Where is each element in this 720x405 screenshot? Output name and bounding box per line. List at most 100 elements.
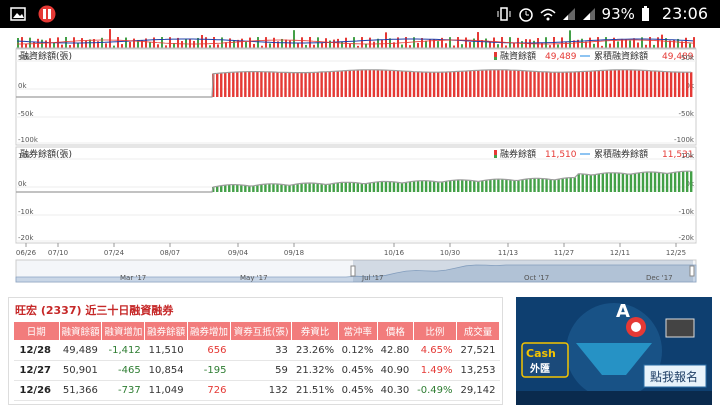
table-cell-volume: 29,142 bbox=[456, 380, 500, 401]
margin-bar bbox=[677, 72, 681, 97]
navigator-left-handle[interactable] bbox=[350, 265, 356, 277]
short-bar bbox=[224, 185, 227, 192]
volume-bar bbox=[609, 43, 611, 48]
column-header: 日期 bbox=[13, 321, 60, 341]
volume-bar bbox=[409, 45, 411, 48]
margin-bar bbox=[561, 72, 564, 97]
short-bar bbox=[661, 172, 665, 192]
margin-chart[interactable]: 融資餘額(張) 融資餘額 49,489 累積融資餘額 49,489 50k 50k… bbox=[0, 28, 720, 290]
volume-bar bbox=[193, 40, 195, 48]
margin-bar bbox=[396, 70, 400, 97]
advertisement-banner[interactable]: A Cash 外匯 點我報名 bbox=[516, 297, 712, 405]
table-cell-date: 12/26 bbox=[13, 380, 60, 401]
short-bar bbox=[236, 184, 239, 192]
volume-bar bbox=[653, 44, 655, 48]
column-header: 融資餘額 bbox=[58, 321, 103, 341]
volume-bar bbox=[433, 39, 435, 48]
volume-bar bbox=[201, 35, 203, 48]
short-bar bbox=[505, 179, 508, 192]
margin-bar bbox=[553, 72, 556, 97]
margin-bar bbox=[477, 70, 480, 97]
margin-bar bbox=[453, 71, 456, 97]
volume-bar bbox=[197, 37, 199, 48]
margin-bar bbox=[485, 69, 488, 97]
short-bar bbox=[324, 184, 327, 192]
margin-bar bbox=[284, 72, 287, 97]
short-bar bbox=[444, 181, 448, 192]
short-bar bbox=[256, 185, 259, 192]
table-cell-date: 12/27 bbox=[13, 360, 60, 381]
short-bar bbox=[272, 183, 275, 192]
volume-bar bbox=[85, 40, 87, 48]
volume-bar bbox=[521, 41, 523, 48]
navigator-selection[interactable] bbox=[353, 260, 693, 282]
margin-bar bbox=[569, 72, 572, 97]
short-bar bbox=[513, 180, 516, 192]
short-bar bbox=[344, 182, 347, 192]
margin-bar bbox=[436, 72, 440, 97]
margin-bar bbox=[597, 70, 601, 97]
short-bar bbox=[637, 172, 641, 192]
volume-bar bbox=[477, 32, 479, 48]
column-header: 融券餘額 bbox=[144, 321, 189, 341]
clock: 23:06 bbox=[661, 4, 708, 23]
volume-bar bbox=[349, 43, 351, 48]
volume-bar bbox=[681, 41, 683, 48]
volume-bar bbox=[541, 42, 543, 48]
table-cell-short-change: 656 bbox=[187, 340, 231, 361]
short-bar bbox=[392, 181, 396, 192]
margin-bar bbox=[629, 69, 633, 97]
app-logo-icon bbox=[38, 5, 56, 23]
short-bar bbox=[641, 172, 645, 192]
margin-bar bbox=[581, 71, 584, 97]
y-tick-right: -100k bbox=[674, 136, 695, 144]
column-header: 比例 bbox=[412, 321, 458, 341]
volume-bar bbox=[613, 37, 615, 48]
short-bar bbox=[649, 171, 653, 192]
margin-bar bbox=[372, 69, 376, 97]
x-tick-label: 11/13 bbox=[498, 249, 518, 257]
margin-bar bbox=[232, 72, 235, 97]
table-cell-short-change: -195 bbox=[187, 360, 231, 381]
legend-cum-margin-value: 49,489 bbox=[662, 52, 694, 62]
margin-bar bbox=[589, 71, 592, 97]
short-bar bbox=[573, 177, 576, 192]
volume-bar bbox=[149, 42, 151, 48]
volume-bar bbox=[177, 37, 179, 48]
ad-cta-button[interactable]: 點我報名 bbox=[650, 369, 698, 384]
navigator-right-handle[interactable] bbox=[689, 265, 695, 277]
navigator-month-label: Jul '17 bbox=[361, 274, 384, 282]
table-cell-ratio: 23.26% bbox=[291, 340, 339, 361]
range-navigator[interactable]: Mar '17 May '17 Jul '17 Oct '17 Dec '17 bbox=[15, 259, 697, 283]
short-bar bbox=[420, 180, 424, 192]
volume-bar bbox=[453, 45, 455, 48]
short-bar bbox=[332, 183, 335, 192]
x-tick-label: 09/04 bbox=[228, 249, 249, 257]
short-bar bbox=[473, 180, 476, 192]
x-tick-label: 10/30 bbox=[440, 249, 460, 257]
short-bar bbox=[304, 183, 307, 192]
margin-bar bbox=[669, 71, 673, 97]
margin-bar bbox=[408, 71, 412, 97]
volume-bar bbox=[557, 44, 559, 48]
margin-bar bbox=[224, 72, 227, 97]
volume-bar bbox=[353, 37, 355, 48]
volume-bar bbox=[69, 45, 71, 48]
short-bar bbox=[453, 180, 456, 192]
volume-bar bbox=[457, 37, 459, 48]
margin-bar bbox=[525, 70, 528, 97]
margin-table-card: 旺宏 (2337) 近三十日融資融券 日期 融資餘額 融資增加 融券餘額 融券增加 資券互… bbox=[8, 297, 503, 405]
short-bar bbox=[240, 184, 243, 192]
volume-bar bbox=[637, 42, 639, 48]
margin-bar bbox=[276, 72, 279, 97]
margin-bar bbox=[252, 71, 255, 97]
volume-bar bbox=[281, 38, 283, 48]
volume-bar bbox=[109, 29, 111, 48]
margin-bar bbox=[617, 69, 621, 97]
short-bar bbox=[521, 179, 524, 192]
margin-bar bbox=[665, 71, 669, 97]
volume-bar bbox=[157, 44, 159, 48]
legend-bar-swatch bbox=[494, 52, 497, 60]
short-bar bbox=[565, 177, 568, 192]
table-cell-offset: 33 bbox=[230, 340, 292, 361]
